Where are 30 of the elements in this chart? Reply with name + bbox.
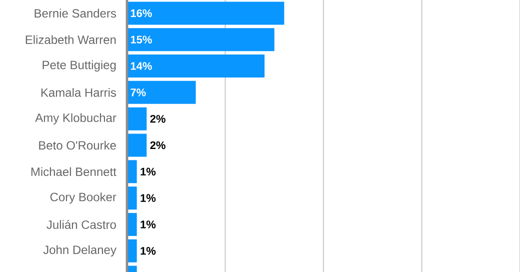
data-label: 16%	[130, 9, 152, 18]
y-tick-label: Julián Castro	[46, 220, 116, 229]
y-tick-label: Pete Buttigieg	[42, 60, 116, 72]
y-tick-label: John Delaney	[43, 245, 116, 256]
y-tick-label: Cory Booker	[50, 192, 116, 204]
data-label: 7%	[130, 88, 146, 96]
bar	[127, 134, 147, 157]
bar	[127, 54, 265, 78]
bar	[127, 107, 147, 130]
y-tick-label: Bernie Sanders	[34, 8, 116, 18]
y-tick-label: Elizabeth Warren	[26, 35, 116, 44]
data-label: 1%	[140, 246, 156, 255]
y-tick-label: Beto O'Rourke	[39, 140, 116, 150]
data-label: 2%	[150, 141, 166, 150]
data-label: 2%	[150, 114, 166, 123]
data-label: 14%	[130, 62, 152, 70]
y-tick-label: Amy Klobuchar	[35, 113, 116, 124]
data-label: 15%	[130, 36, 152, 44]
bar	[127, 28, 274, 52]
y-tick-label: Michael Bennett	[31, 167, 116, 176]
y-tick-label: Kamala Harris	[41, 88, 116, 97]
bar	[127, 239, 137, 262]
data-label: 1%	[140, 194, 156, 202]
data-label: 1%	[140, 168, 156, 176]
bar	[127, 212, 137, 236]
bar	[127, 186, 137, 210]
bar	[127, 2, 284, 25]
data-label: 1%	[140, 220, 156, 228]
bar	[127, 80, 196, 104]
bar	[127, 160, 137, 184]
